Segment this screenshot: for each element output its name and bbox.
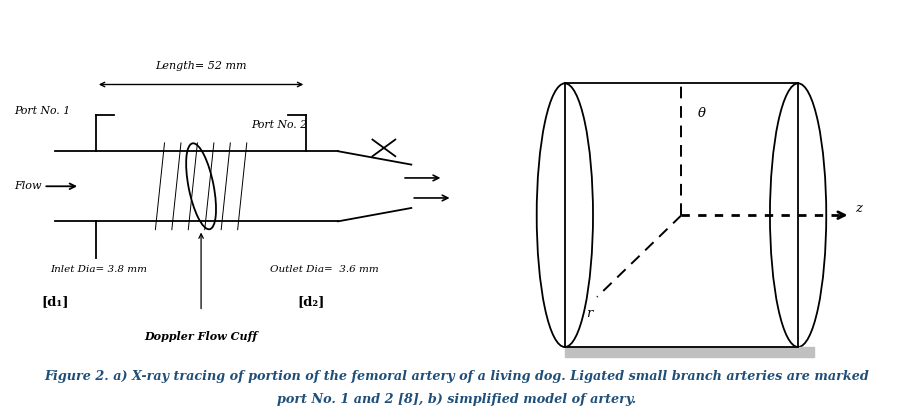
Text: [d₁]: [d₁]: [41, 295, 69, 308]
Text: Doppler Flow Cuff: Doppler Flow Cuff: [144, 331, 258, 342]
Text: Outlet Dia=  3.6 mm: Outlet Dia= 3.6 mm: [270, 265, 378, 274]
Text: Flow: Flow: [14, 181, 41, 191]
Text: Length= 52 mm: Length= 52 mm: [155, 61, 247, 71]
Text: z: z: [855, 202, 862, 215]
Text: port No. 1 and 2 [8], b) simplified model of artery.: port No. 1 and 2 [8], b) simplified mode…: [277, 393, 637, 406]
Text: Inlet Dia= 3.8 mm: Inlet Dia= 3.8 mm: [50, 265, 147, 274]
Text: Port No. 2: Port No. 2: [251, 120, 307, 129]
Text: [d₂]: [d₂]: [297, 295, 324, 308]
Text: Figure 2. a) X-ray tracing of portion of the femoral artery of a living dog. Lig: Figure 2. a) X-ray tracing of portion of…: [45, 370, 869, 383]
Text: θ: θ: [697, 107, 706, 120]
Text: Port No. 1: Port No. 1: [14, 106, 69, 116]
Polygon shape: [565, 347, 814, 357]
Text: r: r: [586, 307, 592, 320]
